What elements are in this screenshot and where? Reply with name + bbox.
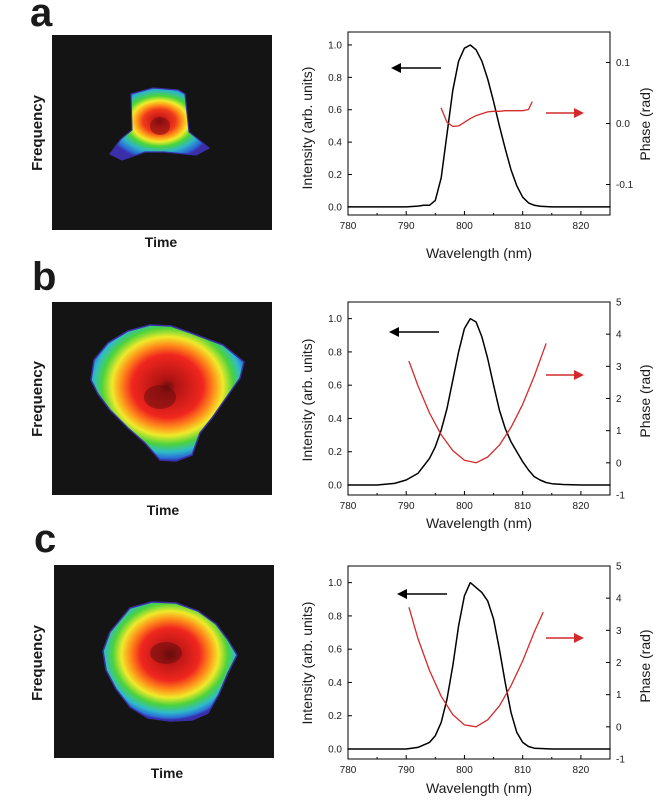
chart-c-y2tick-label-5: 4 bbox=[616, 594, 622, 605]
chart-c-series-intensity bbox=[347, 581, 611, 750]
spectrogram-a-core bbox=[150, 117, 170, 135]
chart-a-xtick-label-780: 780 bbox=[340, 221, 357, 232]
spectrogram-b-core bbox=[144, 385, 176, 409]
spectrogram-c-core bbox=[150, 642, 182, 664]
panel-b: b Frequency Time 780 790 800 810 820 0.0 0.2 0.… bbox=[29, 255, 653, 531]
chart-b-right-arrow-icon bbox=[574, 370, 584, 380]
chart-b-y2tick-label-1: 0 bbox=[616, 458, 622, 469]
chart-c-xtick-label-800: 800 bbox=[456, 765, 473, 776]
chart-c-marks: 780 790 800 810 820 0.0 0.2 0.4 0.6 0.8 1.0 -1 0 1 2 3 4… bbox=[328, 562, 625, 777]
chart-b-ytick-label-4: 0.8 bbox=[328, 347, 342, 358]
spectrogram-a-ylabel: Frequency bbox=[29, 94, 46, 171]
panel-c-letter: c bbox=[34, 517, 56, 561]
chart-a-ytick-label-4: 0.8 bbox=[328, 73, 342, 84]
chart-a-xtick-label-810: 810 bbox=[514, 221, 531, 232]
chart-c: 780 790 800 810 820 0.0 0.2 0.4 0.6 0.8 1.0 -1 0 1 2 3 4… bbox=[299, 562, 653, 797]
chart-a-xlabel: Wavelength (nm) bbox=[426, 245, 532, 261]
chart-a-ytick-label-5: 1.0 bbox=[328, 40, 342, 51]
panel-a: a Frequency Time 780 790 800 810 820 0.0 0.2 0.… bbox=[29, 0, 653, 261]
chart-b-ylabel: Intensity (arb. units) bbox=[299, 339, 315, 462]
chart-b-ytick-label-1: 0.2 bbox=[328, 447, 342, 458]
chart-b-y2tick-label-2: 1 bbox=[616, 426, 622, 437]
chart-c-ytick-label-1: 0.2 bbox=[328, 711, 342, 722]
chart-b-y2tick-label-6: 5 bbox=[616, 298, 622, 309]
chart-b-xtick-label-810: 810 bbox=[514, 501, 531, 512]
chart-a-y2label: Phase (rad) bbox=[637, 87, 653, 160]
chart-b-series-intensity bbox=[347, 317, 611, 486]
spectrogram-b-xlabel: Time bbox=[147, 502, 180, 518]
chart-b-y2tick-label-5: 4 bbox=[616, 330, 622, 341]
spectrogram-a-xlabel: Time bbox=[145, 234, 178, 250]
chart-c-xtick-label-780: 780 bbox=[340, 765, 357, 776]
chart-b-y2tick-label-3: 2 bbox=[616, 394, 622, 405]
chart-c-ytick-label-4: 0.8 bbox=[328, 611, 342, 622]
chart-b-xtick-label-780: 780 bbox=[340, 501, 357, 512]
chart-a-series-intensity bbox=[347, 44, 611, 208]
chart-a-y2tick-label-1: 0.0 bbox=[616, 119, 630, 130]
chart-b-left-arrow-icon bbox=[389, 327, 399, 337]
chart-a-ytick-label-3: 0.6 bbox=[328, 105, 342, 116]
chart-a-frame bbox=[347, 31, 611, 216]
chart-a-ytick-label-0: 0.0 bbox=[328, 202, 342, 213]
chart-c-y2label: Phase (rad) bbox=[637, 629, 653, 702]
chart-c-ytick-label-5: 1.0 bbox=[328, 578, 342, 589]
chart-c-y2tick-label-0: -1 bbox=[616, 755, 625, 766]
chart-c-y2tick-label-6: 5 bbox=[616, 562, 622, 573]
spectrogram-a: Frequency Time bbox=[29, 35, 272, 250]
spectrogram-c: Frequency Time bbox=[29, 565, 274, 781]
chart-c-y2tick-label-2: 1 bbox=[616, 690, 622, 701]
chart-b-ytick-label-5: 1.0 bbox=[328, 314, 342, 325]
chart-b-y2tick-label-4: 3 bbox=[616, 362, 622, 373]
chart-c-y2tick-label-3: 2 bbox=[616, 658, 622, 669]
chart-b-y2label: Phase (rad) bbox=[637, 364, 653, 437]
spectrogram-c-ylabel: Frequency bbox=[29, 624, 46, 701]
chart-c-xtick-label-790: 790 bbox=[398, 765, 415, 776]
chart-c-y2tick-label-1: 0 bbox=[616, 722, 622, 733]
chart-c-series-phase bbox=[408, 607, 544, 728]
spectrogram-b: Frequency Time bbox=[29, 302, 272, 518]
chart-b: 780 790 800 810 820 0.0 0.2 0.4 0.6 0.8 1.0 -1 0 1 2 3 4… bbox=[299, 298, 653, 532]
chart-b-xtick-label-790: 790 bbox=[398, 501, 415, 512]
chart-b-xtick-label-800: 800 bbox=[456, 501, 473, 512]
chart-a-xtick-label-820: 820 bbox=[573, 221, 590, 232]
chart-c-xlabel: Wavelength (nm) bbox=[426, 780, 532, 796]
panel-a-letter: a bbox=[30, 0, 53, 35]
chart-a-series-phase bbox=[440, 101, 533, 128]
chart-a-marks: 780 790 800 810 820 0.0 0.2 0.4 0.6 0.8 1.0 -0.1 0.0… bbox=[328, 40, 634, 232]
chart-c-xtick-label-820: 820 bbox=[573, 765, 590, 776]
chart-a-y2tick-label-2: 0.1 bbox=[616, 58, 630, 69]
chart-b-ytick-label-3: 0.6 bbox=[328, 381, 342, 392]
chart-a-xtick-label-800: 800 bbox=[456, 221, 473, 232]
chart-a-xtick-label-790: 790 bbox=[398, 221, 415, 232]
chart-a-ylabel: Intensity (arb. units) bbox=[299, 67, 315, 190]
chart-c-left-arrow-icon bbox=[397, 589, 407, 599]
chart-c-ylabel: Intensity (arb. units) bbox=[299, 602, 315, 725]
chart-c-ytick-label-3: 0.6 bbox=[328, 645, 342, 656]
spectrogram-b-ylabel: Frequency bbox=[29, 360, 46, 437]
chart-b-ytick-label-2: 0.4 bbox=[328, 414, 342, 425]
chart-a-y2tick-label-0: -0.1 bbox=[616, 180, 634, 191]
chart-a: 780 790 800 810 820 0.0 0.2 0.4 0.6 0.8 1.0 -0.1 0.0… bbox=[299, 31, 653, 261]
chart-b-marks: 780 790 800 810 820 0.0 0.2 0.4 0.6 0.8 1.0 -1 0 1 2 3 4… bbox=[328, 298, 625, 513]
chart-b-xtick-label-820: 820 bbox=[573, 501, 590, 512]
chart-b-xlabel: Wavelength (nm) bbox=[426, 515, 532, 531]
spectrogram-c-xlabel: Time bbox=[151, 765, 184, 781]
chart-c-ytick-label-0: 0.0 bbox=[328, 745, 342, 756]
chart-a-ytick-label-1: 0.2 bbox=[328, 170, 342, 181]
chart-c-right-arrow-icon bbox=[574, 633, 584, 643]
panel-b-letter: b bbox=[32, 255, 56, 299]
chart-c-xtick-label-810: 810 bbox=[514, 765, 531, 776]
chart-c-y2tick-label-4: 3 bbox=[616, 626, 622, 637]
chart-a-right-arrow-icon bbox=[574, 108, 584, 118]
chart-b-series-phase bbox=[408, 343, 547, 464]
chart-c-frame bbox=[347, 565, 611, 760]
chart-a-left-arrow-icon bbox=[391, 63, 401, 73]
chart-b-y2tick-label-0: -1 bbox=[616, 491, 625, 502]
chart-b-ytick-label-0: 0.0 bbox=[328, 481, 342, 492]
chart-c-ytick-label-2: 0.4 bbox=[328, 678, 342, 689]
chart-a-ytick-label-2: 0.4 bbox=[328, 138, 342, 149]
panel-c: c Frequency Time 780 790 800 810 820 0.0 0.2 0.… bbox=[29, 517, 653, 796]
